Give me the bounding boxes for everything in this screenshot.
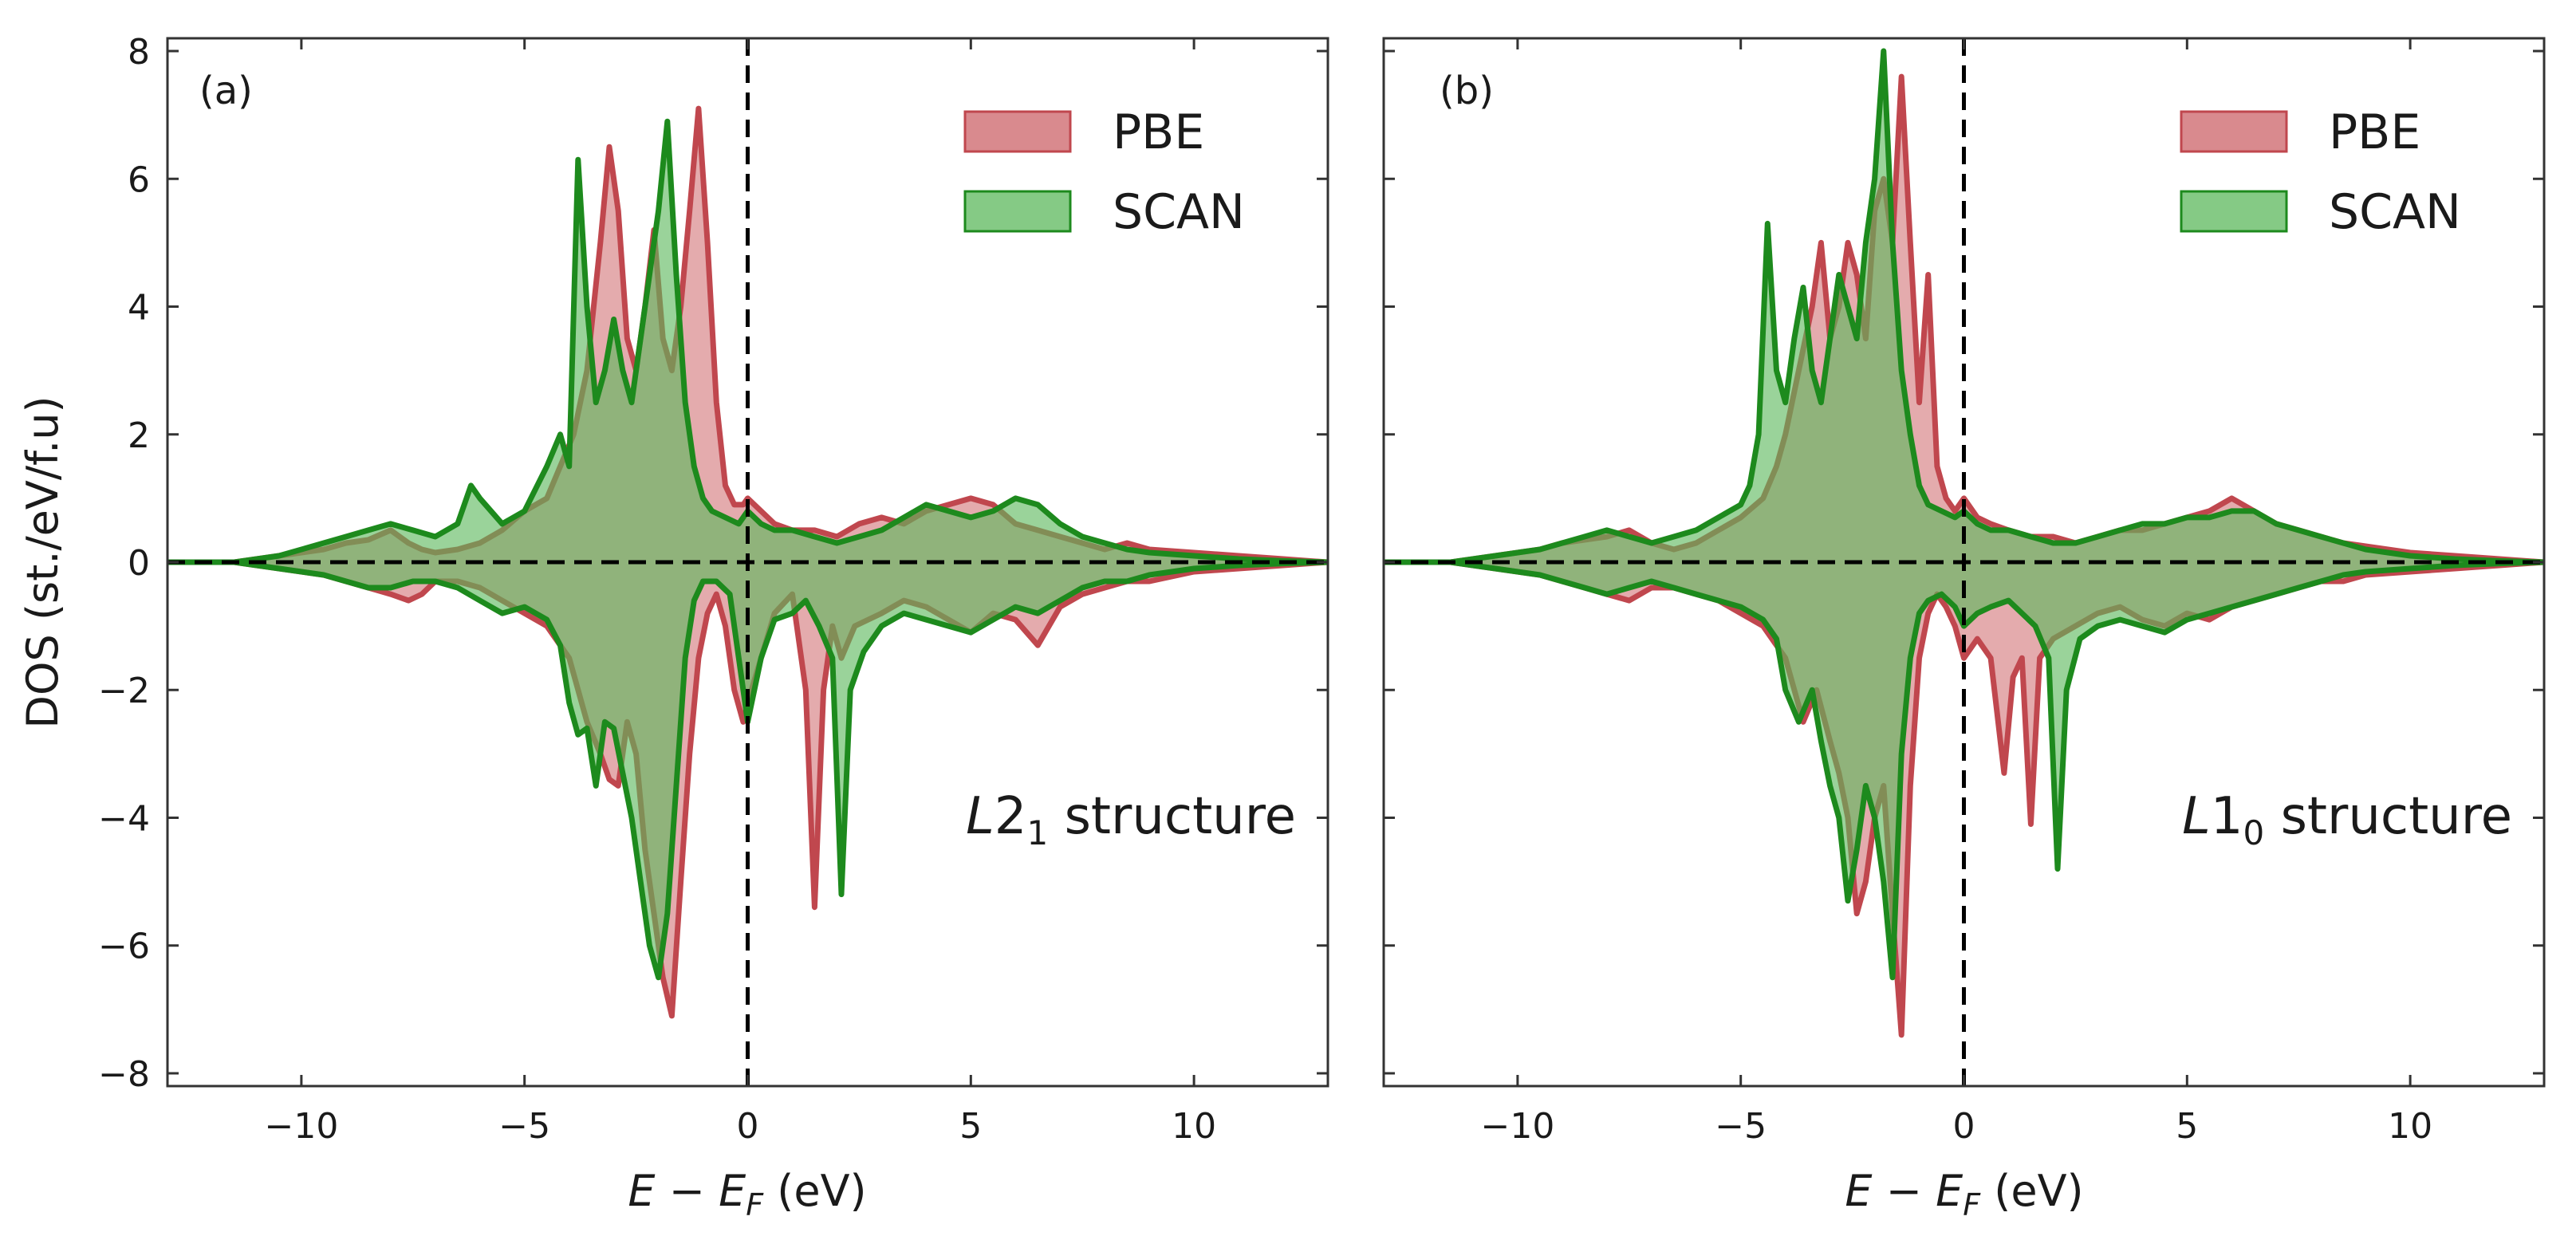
legend-swatch-scan: [963, 190, 1072, 233]
x-tick-label: 5: [2176, 1106, 2198, 1147]
scan-up-line: [1384, 48, 2544, 565]
structure-word: structure: [1048, 787, 1296, 846]
legend-swatch-pbe: [963, 110, 1072, 153]
xlabel-ef: E: [719, 1166, 746, 1216]
legend-label-scan: SCAN: [1113, 184, 1245, 240]
panel-b: −10 −5 0 5 10 (b) PBE SCAN L10 structure E −…: [1382, 37, 2546, 1222]
y-tick-label: 4: [128, 288, 150, 329]
legend-label-scan: SCAN: [2329, 184, 2461, 240]
structure-letter: L: [966, 787, 995, 846]
x-tick-label: −5: [1715, 1106, 1767, 1147]
structure-number: 2: [995, 787, 1027, 846]
y-tick-label: −6: [98, 927, 150, 967]
x-tick-label: 10: [1172, 1106, 1216, 1147]
x-tick-label: 5: [959, 1106, 982, 1147]
x-tick-label: 0: [737, 1106, 759, 1147]
xlabel-ef: E: [1936, 1166, 1964, 1216]
scan-down-line: [167, 559, 1328, 981]
structure-letter: L: [2182, 787, 2211, 846]
y-tick-label: −4: [98, 798, 150, 839]
scan-up-line: [167, 118, 1328, 565]
legend: PBE SCAN: [963, 104, 1245, 240]
y-tick-label: −8: [98, 1054, 150, 1095]
structure-label: L10 structure: [2182, 787, 2512, 852]
scan-down-line: [1384, 559, 2544, 981]
panel-label: (b): [1440, 69, 1494, 113]
x-tick-label: 0: [1953, 1106, 1975, 1147]
xlabel-subscript: F: [746, 1187, 764, 1222]
structure-subscript: 0: [2243, 813, 2264, 852]
x-tick-label: −10: [264, 1106, 338, 1147]
y-tick-label: 0: [128, 543, 150, 584]
y-tick-label: 8: [128, 32, 150, 73]
x-tick-label: −5: [498, 1106, 550, 1147]
xlabel-unit: (eV): [1980, 1166, 2083, 1216]
x-tick-label: −10: [1480, 1106, 1554, 1147]
xlabel-e: E: [628, 1166, 656, 1216]
panel-label: (a): [199, 69, 253, 113]
structure-number: 1: [2211, 787, 2243, 846]
legend: PBE SCAN: [2180, 104, 2461, 240]
xlabel-e: E: [1845, 1166, 1873, 1216]
x-axis-label: E − EF (eV): [628, 1166, 866, 1222]
x-tick-label: 10: [2388, 1106, 2432, 1147]
y-axis-label: DOS (st./eV/f.u): [18, 396, 68, 728]
y-tick-label: 2: [128, 415, 150, 456]
structure-word: structure: [2264, 787, 2512, 846]
y-tick-label: −2: [98, 671, 150, 711]
legend-swatch-scan: [2180, 190, 2288, 233]
xlabel-unit: (eV): [763, 1166, 866, 1216]
y-tick-label: 6: [128, 159, 150, 200]
structure-subscript: 1: [1026, 813, 1048, 852]
structure-label: L21 structure: [966, 787, 1296, 852]
xlabel-subscript: F: [1963, 1187, 1981, 1222]
legend-label-pbe: PBE: [1113, 104, 1204, 160]
xlabel-minus: −: [1873, 1166, 1936, 1216]
legend-label-pbe: PBE: [2329, 104, 2420, 160]
x-axis-label: E − EF (eV): [1845, 1166, 2083, 1222]
xlabel-minus: −: [656, 1166, 719, 1216]
legend-swatch-pbe: [2180, 110, 2288, 153]
